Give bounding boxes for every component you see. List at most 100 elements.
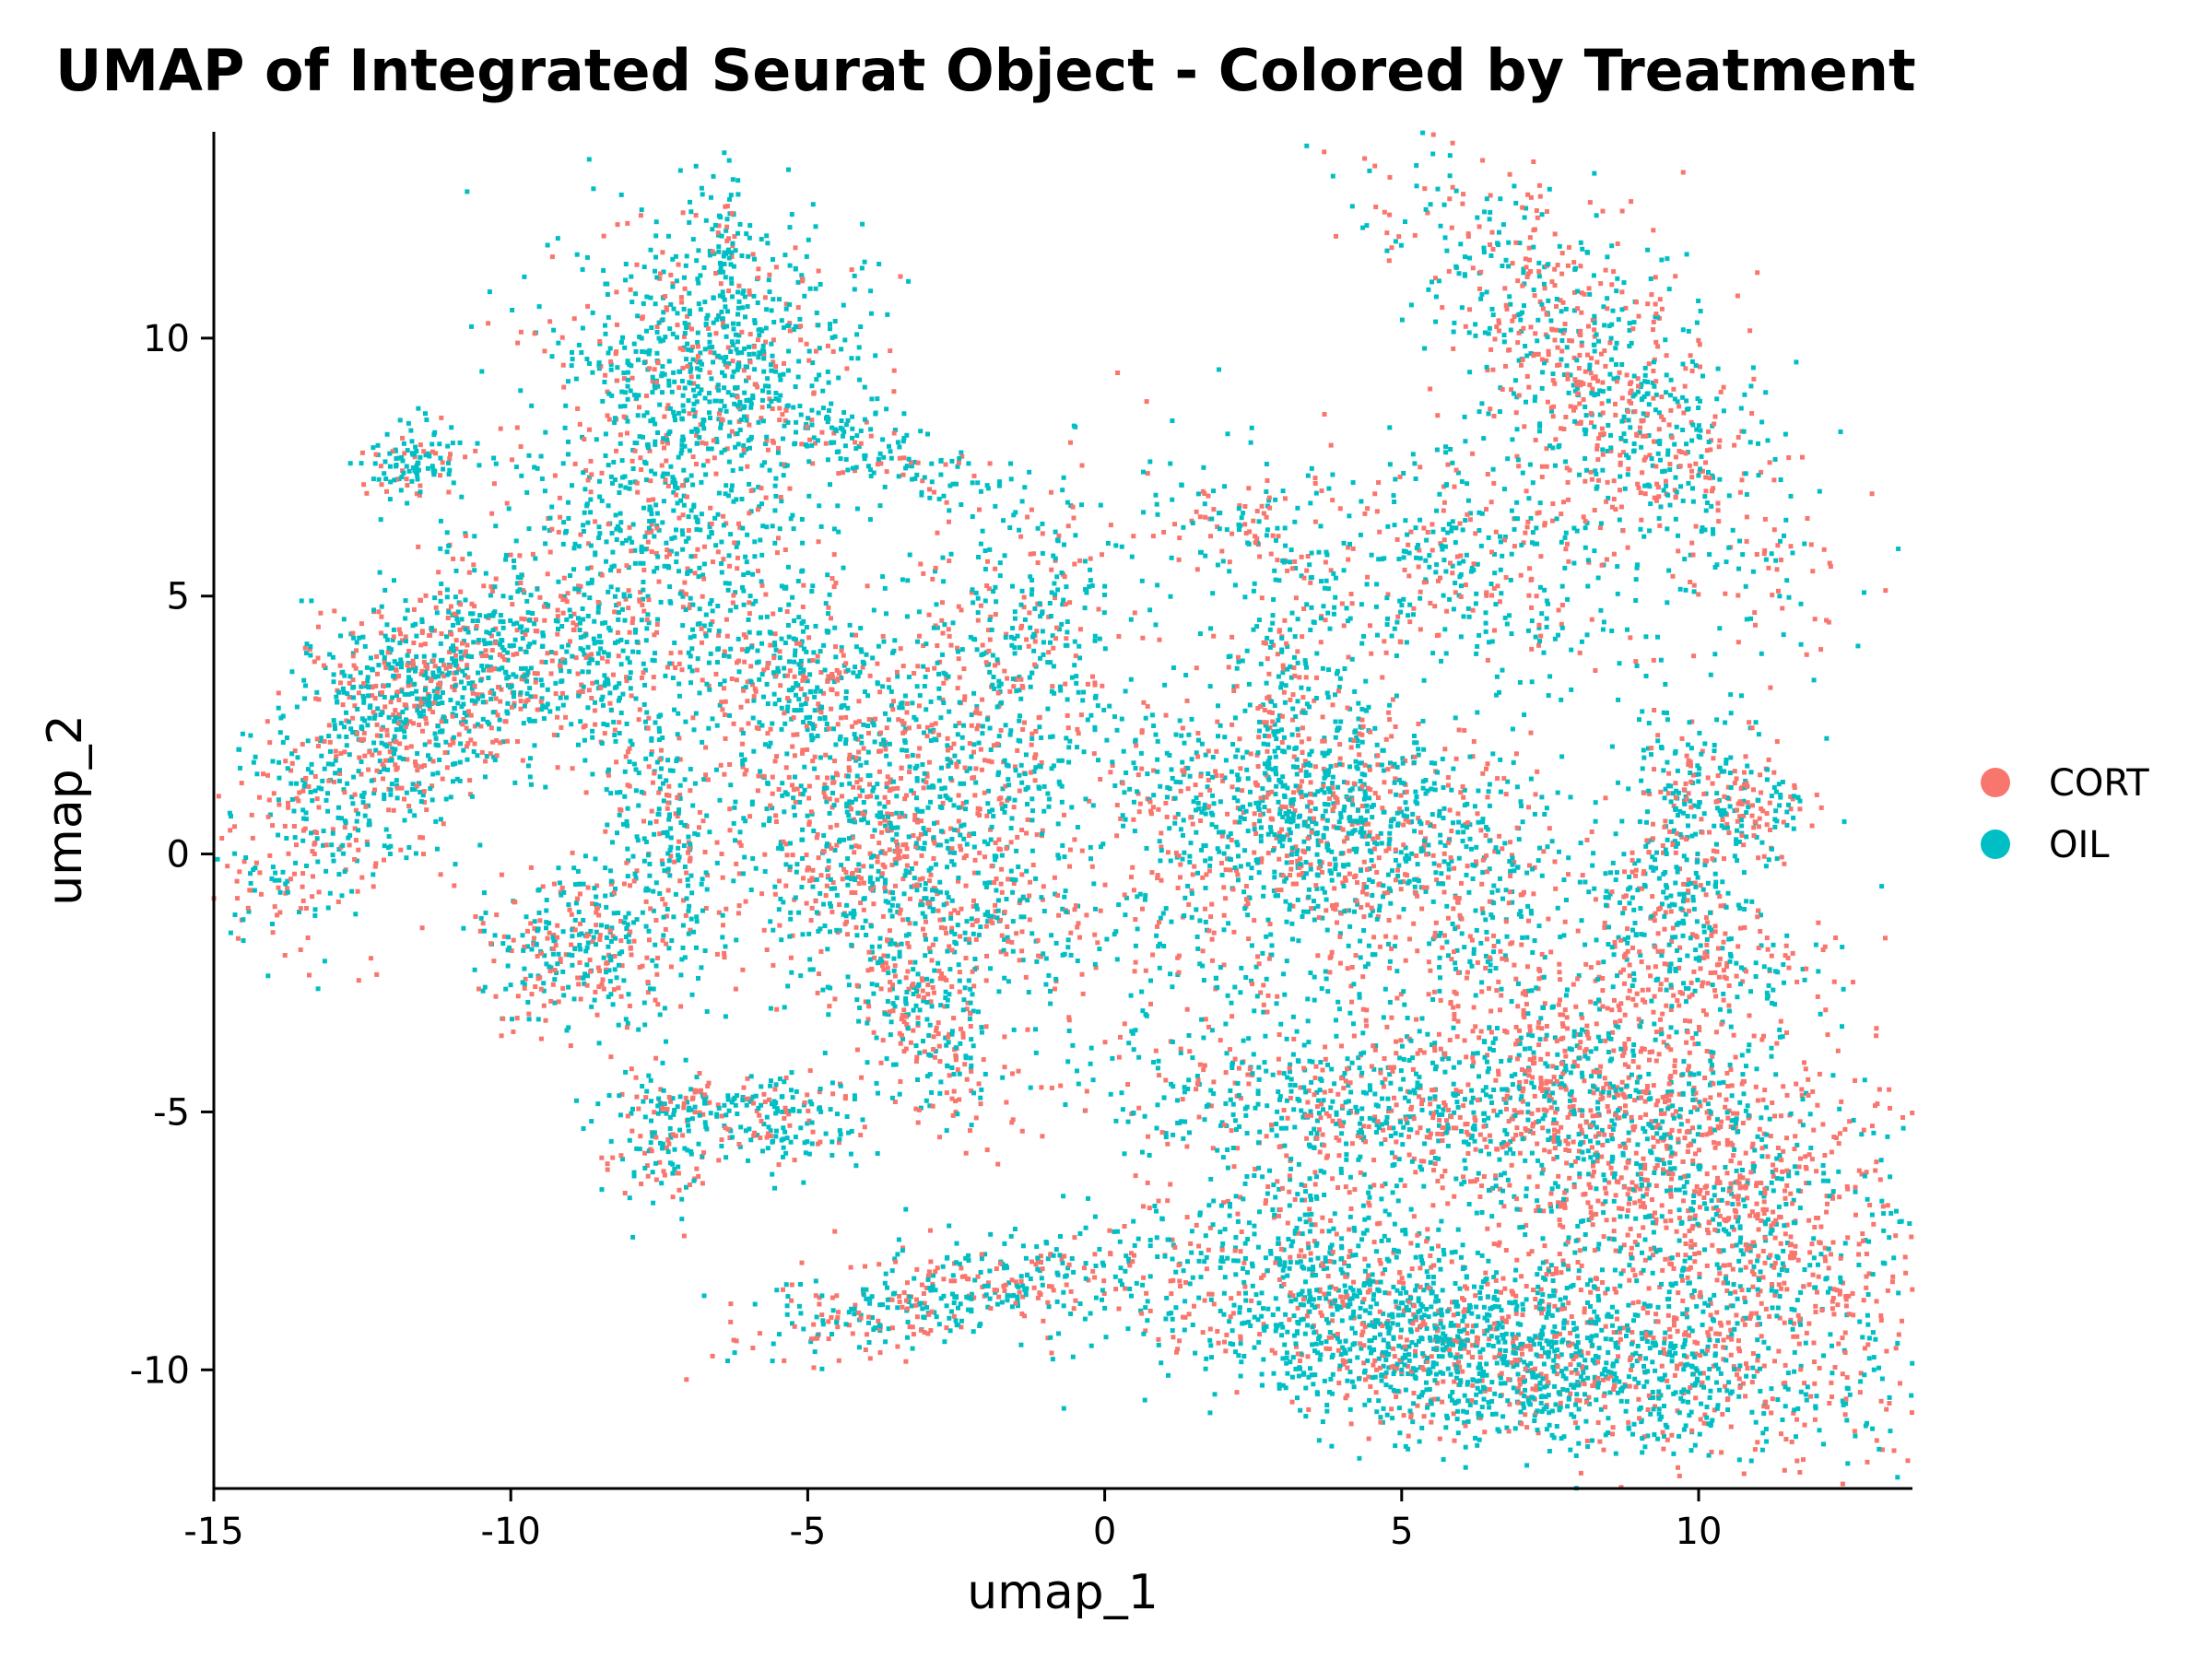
cort-cell-point xyxy=(828,825,833,830)
cort-cell-point xyxy=(483,700,488,705)
oil-cell-point xyxy=(611,719,617,724)
oil-cell-point xyxy=(821,833,827,838)
oil-cell-point xyxy=(670,331,676,336)
oil-cell-point xyxy=(665,907,670,912)
oil-cell-point xyxy=(688,362,693,367)
cort-cell-point xyxy=(419,668,425,674)
oil-cell-point xyxy=(618,339,624,345)
cort-cell-point xyxy=(783,883,789,888)
cort-cell-point xyxy=(267,853,273,858)
cort-cell-point xyxy=(854,1047,860,1053)
oil-cell-point xyxy=(946,845,951,851)
oil-cell-point xyxy=(831,526,837,532)
oil-cell-point xyxy=(328,748,333,754)
oil-cell-point xyxy=(666,378,672,383)
oil-cell-point xyxy=(500,594,506,599)
oil-cell-point xyxy=(521,674,526,679)
oil-cell-point xyxy=(721,253,726,259)
oil-cell-point xyxy=(227,810,232,816)
cort-cell-point xyxy=(465,642,470,648)
cort-cell-point xyxy=(810,658,816,663)
oil-cell-point xyxy=(1061,597,1066,603)
oil-cell-point xyxy=(710,227,715,232)
oil-cell-point xyxy=(695,276,700,282)
oil-cell-point xyxy=(514,620,520,626)
oil-cell-point xyxy=(360,800,366,806)
oil-cell-point xyxy=(415,473,420,477)
cort-cell-point xyxy=(747,600,752,606)
cort-cell-point xyxy=(845,932,850,937)
oil-cell-point xyxy=(636,803,641,808)
oil-cell-point xyxy=(806,348,812,354)
cort-cell-point xyxy=(599,572,605,578)
oil-cell-point xyxy=(289,669,295,675)
oil-cell-point xyxy=(617,526,622,532)
oil-cell-point xyxy=(361,696,367,701)
oil-cell-point xyxy=(660,862,665,867)
oil-cell-point xyxy=(901,436,907,441)
oil-cell-point xyxy=(639,549,644,554)
oil-cell-point xyxy=(752,554,758,559)
oil-cell-point xyxy=(580,669,585,675)
cort-cell-point xyxy=(388,700,394,705)
oil-cell-point xyxy=(625,418,630,424)
oil-cell-point xyxy=(1013,877,1018,883)
oil-cell-point xyxy=(807,672,813,677)
cort-cell-point xyxy=(570,850,575,855)
cort-cell-point xyxy=(518,444,524,449)
oil-cell-point xyxy=(302,696,307,701)
oil-cell-point xyxy=(862,259,867,265)
oil-cell-point xyxy=(371,477,376,482)
cort-cell-point xyxy=(783,407,789,413)
oil-cell-point xyxy=(631,341,637,347)
cort-cell-point xyxy=(352,826,358,831)
oil-cell-point xyxy=(640,910,645,915)
cort-cell-point xyxy=(594,883,600,888)
oil-cell-point xyxy=(587,361,592,366)
oil-cell-point xyxy=(726,581,732,586)
oil-cell-point xyxy=(609,925,615,931)
cort-cell-point xyxy=(835,677,840,683)
oil-cell-point xyxy=(644,410,650,416)
oil-cell-point xyxy=(371,791,377,796)
oil-cell-point xyxy=(589,577,594,582)
oil-cell-point xyxy=(713,436,719,441)
oil-cell-point xyxy=(792,659,797,665)
oil-cell-point xyxy=(460,668,465,674)
cort-cell-point xyxy=(912,791,916,796)
cort-cell-point xyxy=(668,651,674,656)
oil-cell-point xyxy=(861,800,866,805)
oil-cell-point xyxy=(635,313,641,319)
cort-cell-point xyxy=(587,958,593,962)
oil-cell-point xyxy=(578,719,583,724)
cort-cell-point xyxy=(391,807,396,813)
cort-cell-point xyxy=(893,883,898,888)
oil-cell-point xyxy=(576,342,582,347)
cort-cell-point xyxy=(959,906,964,912)
oil-cell-point xyxy=(764,806,770,811)
cort-cell-point xyxy=(315,655,321,661)
cort-cell-point xyxy=(866,731,871,735)
oil-cell-point xyxy=(576,693,582,699)
cort-cell-point xyxy=(624,675,629,680)
oil-cell-point xyxy=(841,837,846,842)
cort-cell-point xyxy=(973,766,979,771)
oil-cell-point xyxy=(778,840,783,845)
oil-cell-point xyxy=(353,912,359,917)
oil-cell-point xyxy=(731,878,736,884)
oil-cell-point xyxy=(988,966,994,971)
cort-cell-point xyxy=(362,753,368,759)
cort-cell-point xyxy=(396,712,402,717)
cort-cell-point xyxy=(743,899,748,904)
cort-cell-point xyxy=(515,739,520,744)
cort-cell-point xyxy=(552,968,558,973)
cort-cell-point xyxy=(417,723,422,727)
oil-cell-point xyxy=(796,662,802,667)
oil-cell-point xyxy=(975,595,981,601)
oil-cell-point xyxy=(542,488,547,494)
oil-cell-point xyxy=(790,685,795,690)
oil-cell-point xyxy=(862,809,867,815)
oil-cell-point xyxy=(1002,758,1007,763)
oil-cell-point xyxy=(555,733,560,738)
oil-cell-point xyxy=(499,638,504,643)
